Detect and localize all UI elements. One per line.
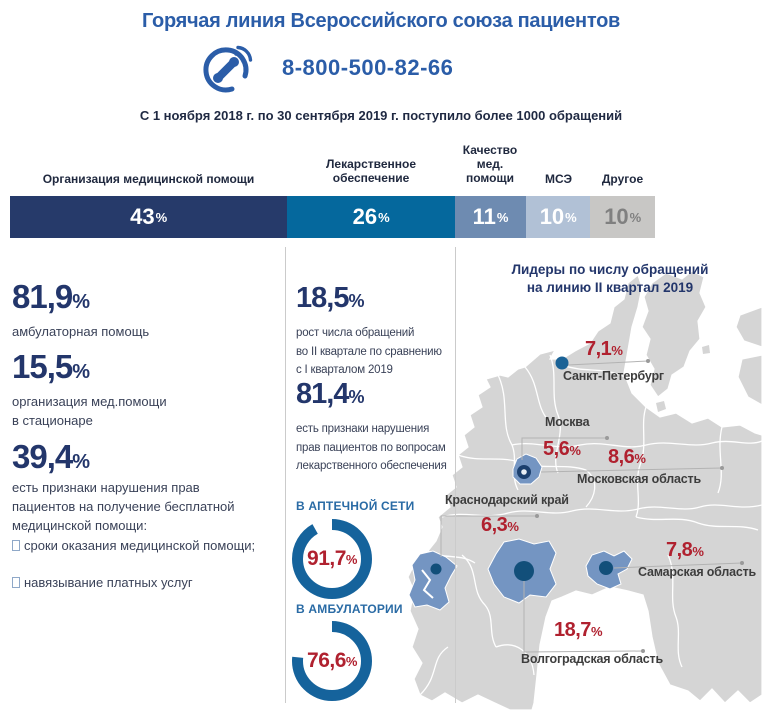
stat-label: есть признаки нарушения прав пациентов п… (296, 423, 447, 472)
bar-category-label: Организация медицинской помощи (42, 172, 255, 186)
donut-value: 76,6% (307, 649, 357, 672)
map-value-moscow: 5,6% (543, 438, 581, 460)
donut-chart-ambulatory: 76,6% (287, 616, 377, 706)
map-name-krasnodar: Краснодарский край (445, 493, 569, 507)
map-edge-landmass (735, 306, 762, 348)
donut-label-pharmacy: В АПТЕЧНОЙ СЕТИ (296, 499, 415, 513)
donut-label-ambulatory: В АМБУЛАТОРИИ (296, 602, 403, 616)
donut-ring (292, 621, 372, 701)
map-dot-saint-petersburg (555, 356, 569, 370)
map-north-landmass (641, 270, 707, 398)
bar-category-label: МСЭ (544, 172, 573, 186)
map-dot-samara (599, 561, 613, 575)
stat-label: есть признаки нарушения прав пациентов н… (12, 480, 235, 533)
bullet-square-icon (12, 577, 20, 588)
map-callout-endpoints (535, 359, 744, 653)
stat-bullet: навязывание платных услуг (12, 573, 284, 592)
map-value-moscow-oblast: 8,6% (608, 446, 646, 468)
map-name-volgograd: Волгоградская область (521, 652, 663, 666)
map-title: Лидеры по числу обращений на линию II кв… (511, 262, 709, 295)
bar-category-label: Другое (601, 172, 644, 186)
donut-value: 91,7% (307, 547, 357, 570)
bar-segment-medicines: 26% (287, 196, 456, 238)
stat-value: 39,4% (12, 438, 91, 475)
map-island (656, 401, 666, 412)
map-name-samara: Самарская область (638, 565, 757, 579)
bar-segment-organization: 43% (10, 196, 288, 238)
bar-segment-mse: 10% (525, 196, 591, 238)
map-value-krasnodar: 6,3% (481, 514, 519, 536)
map-value-volgograd: 18,7% (554, 619, 603, 641)
donut-chart-pharmacy: 91,7% (287, 514, 377, 604)
map-dot-krasnodar (430, 563, 442, 575)
map-name-moscow: Москва (545, 415, 590, 429)
stat-bullet: сроки оказания медицинской помощи; (12, 536, 284, 555)
bar-category-label: Лекарственное обеспечение (325, 157, 417, 185)
map-dot-volgograd (514, 561, 534, 581)
russia-map (407, 270, 762, 710)
hotline-phone-number: 8-800-500-82-66 (282, 55, 454, 80)
bar-category-label: Качество мед. помощи (462, 143, 518, 185)
donut-ring (292, 519, 372, 599)
stat-value: 81,4% (296, 378, 365, 410)
map-island (702, 345, 710, 354)
map-edge-landmass (737, 354, 762, 406)
map-region-krasnodar (408, 550, 458, 611)
bar-segment-other: 10% (590, 196, 655, 238)
map-dot-moscow-center (521, 469, 527, 475)
column-divider (455, 247, 456, 703)
map-name-saint-petersburg: Санкт-Петербург (563, 369, 664, 383)
phone-icon (203, 45, 253, 93)
stat-label: рост числа обращений во II квартале по с… (296, 327, 442, 376)
map-name-moscow-oblast: Московская область (577, 472, 701, 486)
stat-label: организация мед.помощи в стационаре (12, 394, 167, 428)
stat-value: 81,9% (12, 278, 91, 315)
map-value-samara: 7,8% (666, 539, 704, 561)
page-title: Горячая линия Всероссийского союза пацие… (142, 10, 620, 32)
stat-label: амбулаторная помощь (12, 324, 150, 339)
stacked-bar-chart: 43% 26% 11% 10% 10% (10, 196, 655, 238)
stat-value: 15,5% (12, 348, 91, 385)
bullet-square-icon (12, 540, 20, 551)
stat-value: 18,5% (296, 282, 365, 314)
bar-segment-quality: 11% (455, 196, 526, 238)
map-region-krasnodar-river (421, 569, 434, 599)
column-divider (285, 247, 286, 703)
map-callout-lines (440, 360, 743, 653)
period-subtitle: С 1 ноября 2018 г. по 30 сентября 2019 г… (139, 108, 623, 123)
map-value-saint-petersburg: 7,1% (585, 338, 623, 360)
